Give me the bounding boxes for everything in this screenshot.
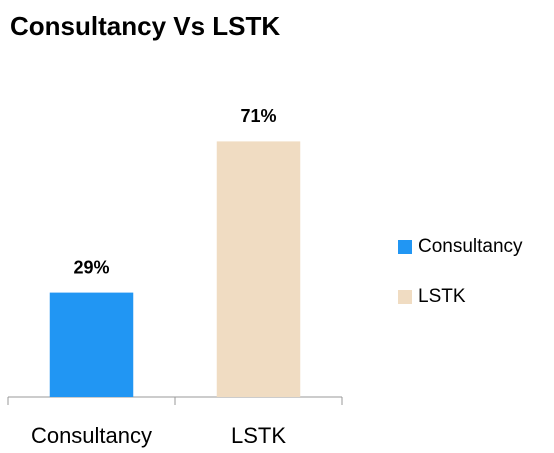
legend-label: Consultancy — [418, 236, 523, 257]
chart-title: Consultancy Vs LSTK — [10, 11, 280, 41]
data-label: 71% — [240, 106, 276, 126]
data-label: 29% — [73, 257, 109, 277]
legend-swatch — [398, 290, 412, 304]
x-tick-label: LSTK — [231, 423, 286, 448]
legend-label: LSTK — [418, 286, 466, 307]
bar — [216, 141, 301, 397]
bar — [49, 292, 134, 397]
x-tick-label: Consultancy — [31, 423, 152, 448]
legend-swatch — [398, 240, 412, 254]
